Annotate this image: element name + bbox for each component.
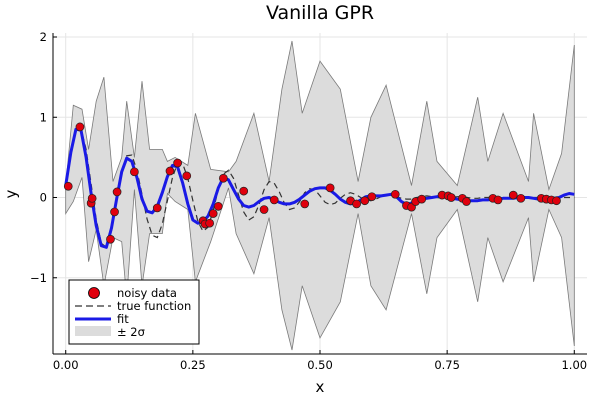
x-axis-ticks: 0.00 0.25 0.50 0.75 1.00 — [53, 350, 587, 372]
x-tick-label: 1.00 — [561, 358, 587, 372]
data-point — [112, 187, 122, 197]
noisy-data-points — [63, 122, 561, 244]
data-point — [165, 166, 175, 176]
data-point — [508, 190, 518, 200]
y-tick-label: 1 — [40, 110, 47, 124]
data-point — [130, 167, 139, 177]
legend-label-true-function: true function — [117, 299, 191, 313]
legend-marker-noisy-data — [88, 287, 100, 299]
data-point — [390, 189, 400, 199]
legend: noisy data true function fit ± 2σ — [68, 279, 200, 345]
data-point — [259, 205, 269, 214]
data-point — [352, 199, 361, 209]
chart-title: Vanilla GPR — [266, 2, 374, 24]
data-point — [219, 173, 228, 183]
data-point — [110, 207, 119, 217]
y-tick-label: −1 — [30, 271, 47, 285]
data-point — [239, 186, 249, 196]
data-point — [87, 193, 97, 203]
data-point — [325, 183, 335, 193]
data-point — [208, 209, 218, 218]
data-point — [152, 203, 162, 213]
data-point — [205, 218, 214, 228]
data-point — [360, 196, 370, 206]
x-axis-label: x — [316, 378, 325, 396]
data-point — [106, 234, 115, 244]
data-point — [182, 171, 192, 181]
data-point — [417, 194, 427, 204]
data-point — [269, 195, 279, 205]
x-tick-label: 0.50 — [307, 358, 333, 372]
plot-area — [63, 40, 575, 351]
data-point — [63, 181, 73, 191]
data-point — [493, 195, 503, 205]
y-tick-label: 2 — [40, 30, 47, 44]
y-tick-label: 0 — [40, 191, 47, 205]
data-point — [516, 193, 526, 203]
legend-label-band: ± 2σ — [117, 325, 145, 339]
data-point — [367, 192, 377, 202]
y-axis-ticks: −1 0 1 2 — [30, 30, 57, 285]
x-tick-label: 0.25 — [180, 358, 206, 372]
y-axis-label: y — [2, 189, 20, 198]
legend-label-noisy-data: noisy data — [117, 286, 177, 300]
data-point — [446, 193, 456, 202]
data-point — [552, 196, 561, 206]
data-point — [213, 201, 223, 211]
legend-label-fit: fit — [117, 312, 129, 326]
data-point — [300, 199, 310, 209]
x-tick-label: 0.00 — [53, 358, 79, 372]
data-point — [173, 158, 182, 168]
x-tick-label: 0.75 — [434, 358, 460, 372]
data-point — [462, 197, 471, 206]
data-point — [75, 122, 85, 132]
legend-swatch-band — [75, 326, 111, 336]
